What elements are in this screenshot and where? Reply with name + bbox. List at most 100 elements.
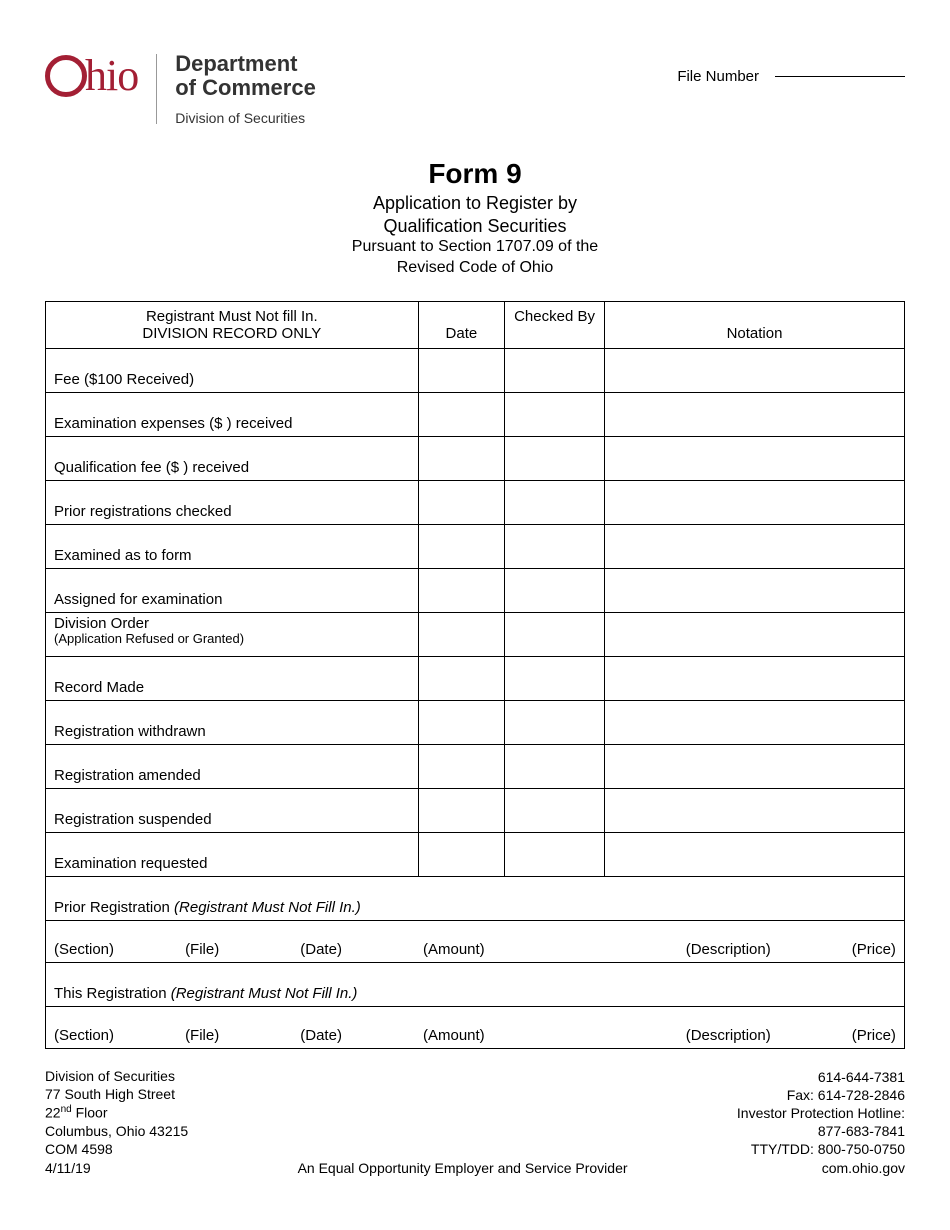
cell-date[interactable] bbox=[418, 612, 504, 656]
table-row: Examination expenses ($ ) received bbox=[46, 392, 905, 436]
cell-date[interactable] bbox=[418, 744, 504, 788]
cell-date[interactable] bbox=[418, 568, 504, 612]
this-reg-text: This Registration bbox=[54, 985, 171, 1002]
form-subtitle-2: Qualification Securities bbox=[45, 215, 905, 238]
dept-block: Department of Commerce Division of Secur… bbox=[175, 50, 316, 126]
form-subtitle-3: Pursuant to Section 1707.09 of the bbox=[45, 237, 905, 258]
file-number-label: File Number bbox=[677, 68, 759, 85]
field-section: (Section) bbox=[54, 1027, 114, 1044]
this-registration-header: This Registration (Registrant Must Not F… bbox=[46, 962, 905, 1006]
cell-date[interactable] bbox=[418, 524, 504, 568]
field-date: (Date) bbox=[300, 1027, 342, 1044]
field-section: (Section) bbox=[54, 941, 114, 958]
cell-checked[interactable] bbox=[505, 788, 605, 832]
prior-reg-italic: (Registrant Must Not Fill In.) bbox=[174, 899, 361, 916]
this-reg-italic: (Registrant Must Not Fill In.) bbox=[171, 985, 358, 1002]
table-row: Registration suspended bbox=[46, 788, 905, 832]
cell-checked[interactable] bbox=[505, 524, 605, 568]
table-row: Qualification fee ($ ) received bbox=[46, 436, 905, 480]
prior-registration-label: Prior Registration (Registrant Must Not … bbox=[46, 876, 905, 920]
hdr-notation: Notation bbox=[605, 301, 905, 348]
file-number-field: File Number bbox=[677, 68, 905, 85]
prior-reg-text: Prior Registration bbox=[54, 899, 174, 916]
ohio-text: hio bbox=[85, 51, 138, 100]
footer-hotline: 877-683-7841 bbox=[737, 1122, 905, 1140]
form-title: Form 9 bbox=[45, 158, 905, 190]
row-division-order: Division Order (Application Refused or G… bbox=[46, 612, 419, 656]
cell-notation[interactable] bbox=[605, 832, 905, 876]
field-cells[interactable]: (Section) (File) (Date) (Amount) (Descri… bbox=[46, 1006, 905, 1048]
cell-notation[interactable] bbox=[605, 480, 905, 524]
cell-notation[interactable] bbox=[605, 788, 905, 832]
ohio-logo: hio bbox=[45, 50, 138, 101]
field-price: (Price) bbox=[852, 941, 896, 958]
footer-city: Columbus, Ohio 43215 bbox=[45, 1122, 188, 1140]
field-description: (Description) bbox=[686, 941, 771, 958]
division-label: Division of Securities bbox=[175, 110, 316, 126]
cell-checked[interactable] bbox=[505, 392, 605, 436]
hdr-note2: DIVISION RECORD ONLY bbox=[50, 325, 414, 342]
cell-date[interactable] bbox=[418, 392, 504, 436]
cell-checked[interactable] bbox=[505, 612, 605, 656]
cell-date[interactable] bbox=[418, 656, 504, 700]
form-subtitle-4: Revised Code of Ohio bbox=[45, 258, 905, 279]
table-row: Record Made bbox=[46, 656, 905, 700]
table-header-row: Registrant Must Not fill In. DIVISION RE… bbox=[46, 301, 905, 348]
footer-hotline-label: Investor Protection Hotline: bbox=[737, 1104, 905, 1122]
cell-checked[interactable] bbox=[505, 700, 605, 744]
main-table: Registrant Must Not fill In. DIVISION RE… bbox=[45, 301, 905, 1049]
this-registration-label: This Registration (Registrant Must Not F… bbox=[46, 962, 905, 1006]
cell-notation[interactable] bbox=[605, 612, 905, 656]
cell-checked[interactable] bbox=[505, 480, 605, 524]
cell-date[interactable] bbox=[418, 480, 504, 524]
cell-date[interactable] bbox=[418, 700, 504, 744]
footer-phone: 614-644-7381 bbox=[737, 1068, 905, 1086]
footer-left: Division of Securities 77 South High Str… bbox=[45, 1067, 188, 1177]
row-label: Qualification fee ($ ) received bbox=[46, 436, 419, 480]
row-label: Assigned for examination bbox=[46, 568, 419, 612]
cell-date[interactable] bbox=[418, 788, 504, 832]
row-label: Registration suspended bbox=[46, 788, 419, 832]
field-description: (Description) bbox=[686, 1027, 771, 1044]
footer-fax: Fax: 614-728-2846 bbox=[737, 1086, 905, 1104]
row-label: Registration withdrawn bbox=[46, 700, 419, 744]
table-row: Prior registrations checked bbox=[46, 480, 905, 524]
cell-date[interactable] bbox=[418, 436, 504, 480]
form-subtitle-1: Application to Register by bbox=[45, 192, 905, 215]
cell-notation[interactable] bbox=[605, 700, 905, 744]
prior-registration-header: Prior Registration (Registrant Must Not … bbox=[46, 876, 905, 920]
cell-checked[interactable] bbox=[505, 656, 605, 700]
cell-date[interactable] bbox=[418, 348, 504, 392]
footer-url: com.ohio.gov bbox=[737, 1159, 905, 1177]
table-row: Assigned for examination bbox=[46, 568, 905, 612]
hdr-note1: Registrant Must Not fill In. bbox=[50, 308, 414, 325]
cell-checked[interactable] bbox=[505, 436, 605, 480]
field-cells[interactable]: (Section) (File) (Date) (Amount) (Descri… bbox=[46, 920, 905, 962]
cell-checked[interactable] bbox=[505, 744, 605, 788]
cell-notation[interactable] bbox=[605, 348, 905, 392]
row-label: Record Made bbox=[46, 656, 419, 700]
field-amount: (Amount) bbox=[423, 941, 485, 958]
row-label: Examined as to form bbox=[46, 524, 419, 568]
prior-registration-fields: (Section) (File) (Date) (Amount) (Descri… bbox=[46, 920, 905, 962]
cell-notation[interactable] bbox=[605, 656, 905, 700]
footer-center: An Equal Opportunity Employer and Servic… bbox=[298, 1160, 628, 1177]
cell-checked[interactable] bbox=[505, 348, 605, 392]
logo-block: hio Department of Commerce Division of S… bbox=[45, 50, 316, 126]
cell-notation[interactable] bbox=[605, 744, 905, 788]
cell-checked[interactable] bbox=[505, 832, 605, 876]
cell-notation[interactable] bbox=[605, 436, 905, 480]
cell-notation[interactable] bbox=[605, 392, 905, 436]
field-file: (File) bbox=[185, 941, 219, 958]
row-label: Fee ($100 Received) bbox=[46, 348, 419, 392]
row-label: Examination expenses ($ ) received bbox=[46, 392, 419, 436]
cell-notation[interactable] bbox=[605, 568, 905, 612]
cell-notation[interactable] bbox=[605, 524, 905, 568]
footer-com: COM 4598 bbox=[45, 1140, 188, 1158]
cell-date[interactable] bbox=[418, 832, 504, 876]
cell-checked[interactable] bbox=[505, 568, 605, 612]
file-number-line[interactable] bbox=[775, 76, 905, 77]
dept-line1: Department bbox=[175, 52, 316, 76]
logo-divider bbox=[156, 54, 157, 124]
hdr-instructions: Registrant Must Not fill In. DIVISION RE… bbox=[46, 301, 419, 348]
